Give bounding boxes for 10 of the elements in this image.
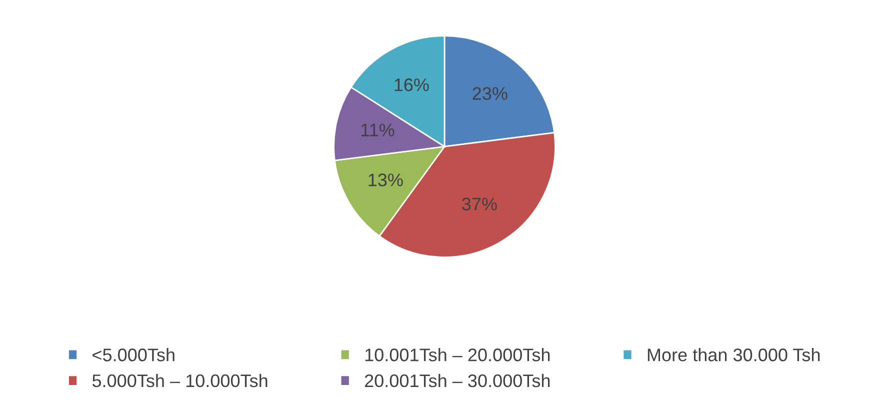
legend-label: More than 30.000 Tsh <box>648 348 820 362</box>
legend-label: 10.001Tsh – 20.000Tsh <box>365 348 550 362</box>
legend-label: 20.001Tsh – 30.000Tsh <box>364 374 550 388</box>
data-label: 37% <box>462 198 497 210</box>
data-label: 16% <box>394 78 429 92</box>
data-label: 23% <box>472 87 508 100</box>
legend-label: 5.000Tsh – 10.000Tsh <box>92 374 268 388</box>
legend-label: <5.000Tsh <box>92 348 174 362</box>
data-label: 13% <box>368 174 403 186</box>
data-label: 11% <box>361 124 394 136</box>
